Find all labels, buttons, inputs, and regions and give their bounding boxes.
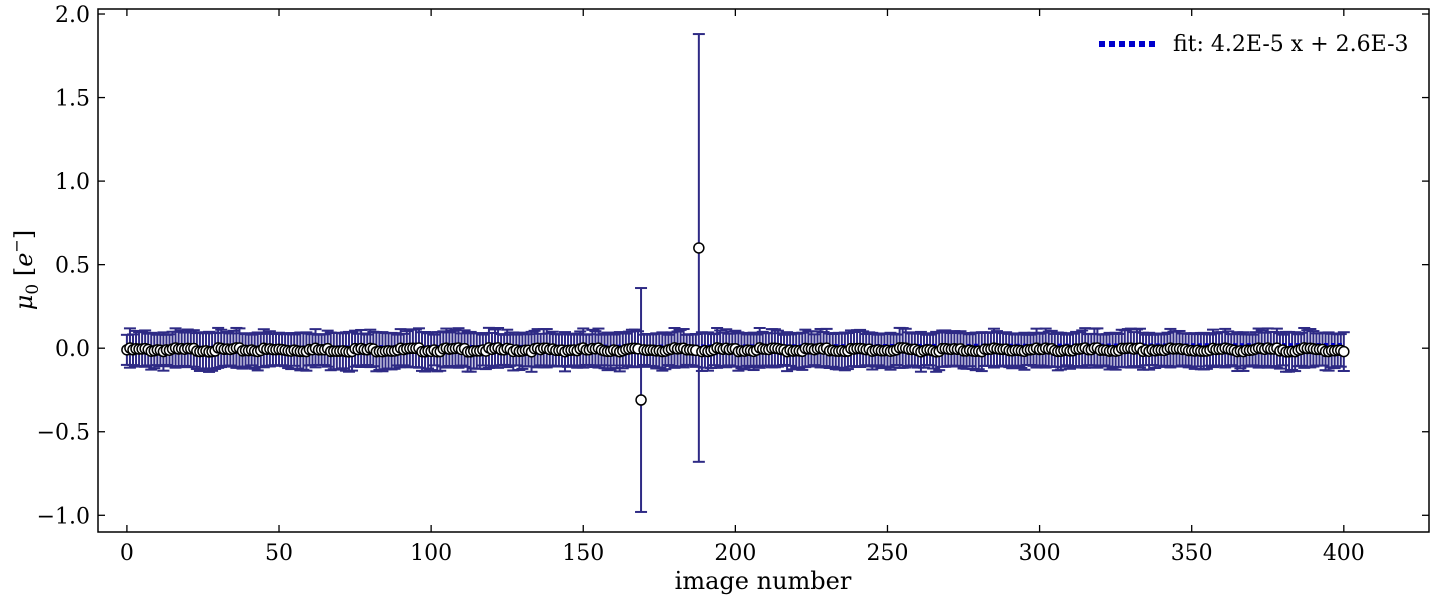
x-axis-ticks: 0 50 100 150 200 250 300 350 400	[120, 9, 1365, 566]
y-tick-label: 1.0	[55, 170, 90, 195]
data-points	[121, 242, 1350, 406]
x-tick-label: 250	[866, 541, 908, 566]
y-tick-label: 0.0	[55, 337, 90, 362]
y-tick-label: 0.5	[55, 254, 90, 279]
x-axis-label: image number	[675, 567, 852, 595]
plot-frame	[97, 8, 1430, 533]
x-tick-label: 100	[410, 541, 452, 566]
y-tick-label: 2.0	[55, 3, 90, 28]
x-tick-label: 300	[1019, 541, 1061, 566]
data-point	[1338, 345, 1350, 358]
y-tick-label: −1.0	[37, 504, 90, 529]
legend-fit-label: fit: 4.2E-5 x + 2.6E-3	[1173, 32, 1409, 57]
y-axis-label: μ0 [e−]	[7, 230, 43, 310]
x-tick-label: 0	[120, 541, 134, 566]
y-tick-label: 1.5	[55, 87, 90, 112]
data-point	[693, 242, 705, 254]
legend: fit: 4.2E-5 x + 2.6E-3	[1099, 32, 1409, 57]
x-tick-label: 200	[714, 541, 756, 566]
x-tick-label: 400	[1323, 541, 1365, 566]
error-bars	[120, 33, 1350, 513]
y-tick-label: −0.5	[37, 421, 90, 446]
data-point	[635, 394, 647, 406]
x-tick-label: 150	[562, 541, 604, 566]
x-tick-label: 350	[1171, 541, 1213, 566]
y-axis-ticks: −1.0 −0.5 0.0 0.5 1.0 1.5 2.0	[37, 3, 1429, 529]
x-tick-label: 50	[265, 541, 293, 566]
